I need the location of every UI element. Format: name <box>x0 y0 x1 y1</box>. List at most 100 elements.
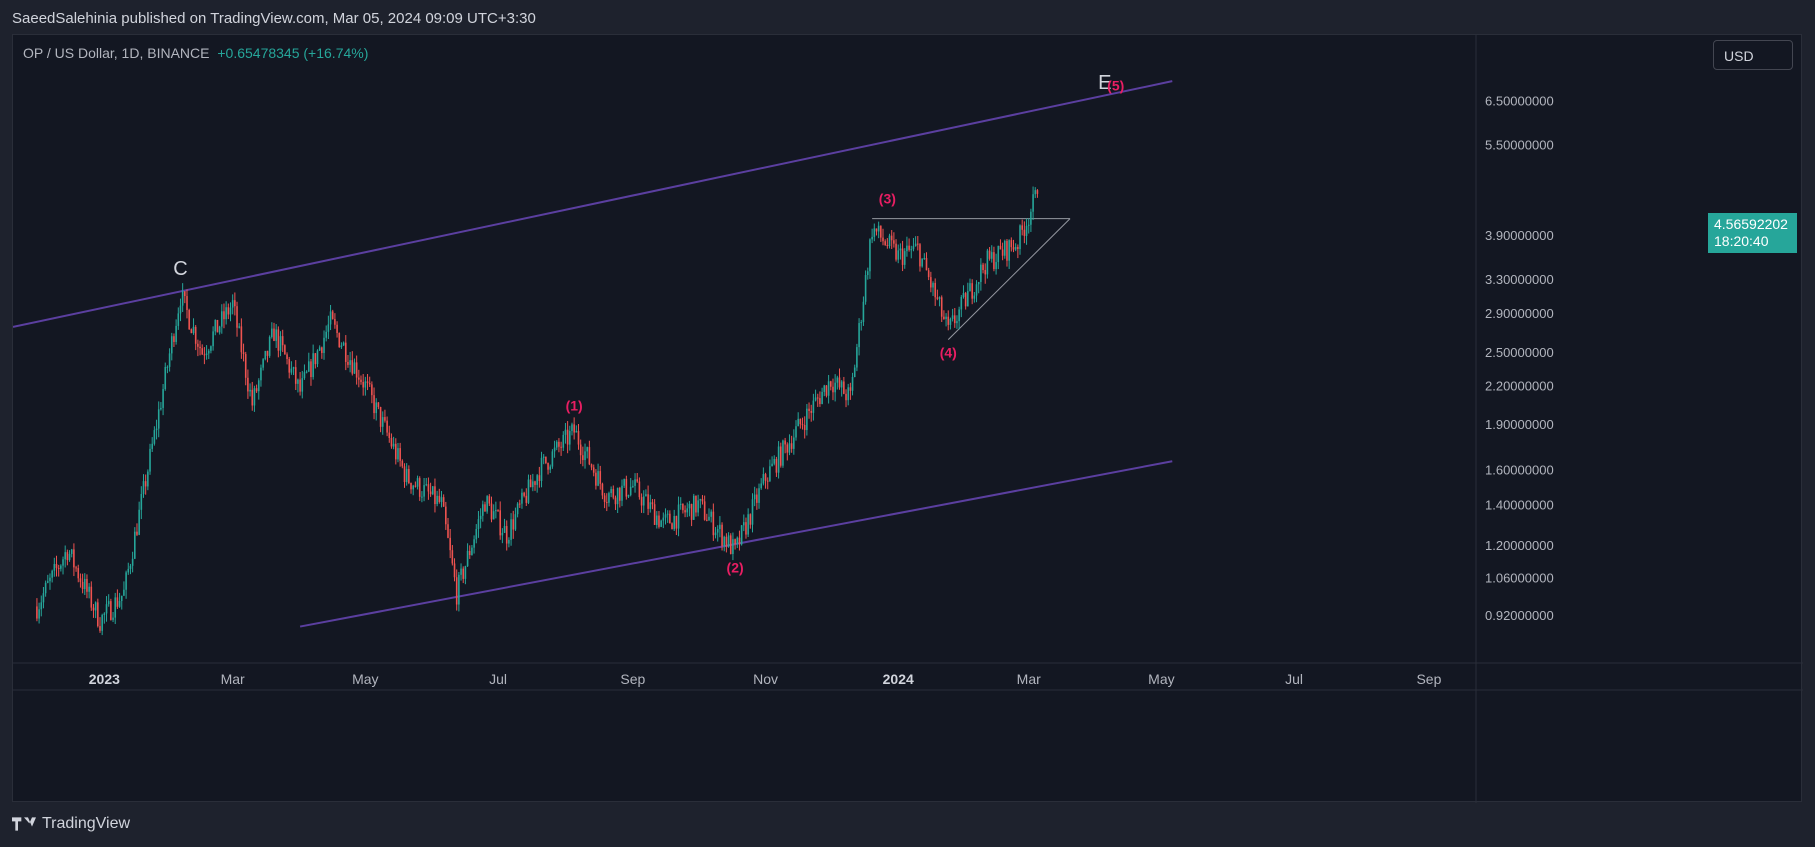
candle-body <box>529 479 532 488</box>
candle-body <box>260 367 262 381</box>
candle-body <box>1008 240 1010 261</box>
candle-body <box>906 245 908 252</box>
candle <box>79 573 82 588</box>
wave-annotations: C E (1) (2) (3) (4) (5) <box>173 72 1124 576</box>
candle-body <box>503 526 506 533</box>
candle <box>421 491 423 503</box>
candle-body <box>381 417 384 427</box>
candle-body <box>149 448 151 472</box>
candle-body <box>836 377 839 383</box>
chart-panel[interactable]: 0.92000000 1.06000000 1.20000000 1.40000000… <box>12 34 1803 803</box>
candle-body <box>153 430 156 444</box>
tradingview-footer[interactable]: TradingView <box>12 815 130 833</box>
candle-body <box>566 429 569 445</box>
candle-body <box>408 468 410 483</box>
candle <box>292 366 295 376</box>
candle <box>551 449 554 469</box>
candle <box>401 459 404 469</box>
candle <box>73 543 75 577</box>
candle-body <box>871 236 873 240</box>
candle-body <box>375 402 378 414</box>
candle-body <box>786 444 789 453</box>
candle <box>327 315 330 340</box>
candle-body <box>107 601 110 605</box>
candle <box>207 348 210 360</box>
candle <box>205 345 208 360</box>
price-chart[interactable]: 0.92000000 1.06000000 1.20000000 1.40000000… <box>13 35 1803 803</box>
candle-body <box>986 250 989 275</box>
candle-body <box>236 306 238 328</box>
candle <box>229 302 232 322</box>
candle-body <box>597 471 599 486</box>
candle <box>371 381 373 404</box>
candle-body <box>455 577 458 605</box>
candle <box>390 433 393 449</box>
candle-body <box>499 510 501 536</box>
currency-button[interactable]: USD <box>1713 40 1793 70</box>
candle-body <box>221 311 223 327</box>
candle <box>553 440 556 458</box>
candle-body <box>734 539 736 544</box>
bar-countdown: 18:20:40 <box>1714 233 1769 249</box>
candle-body <box>708 516 710 521</box>
candle <box>816 393 819 407</box>
candle <box>445 501 447 530</box>
candle-body <box>425 484 428 486</box>
candle-body <box>416 478 419 487</box>
candle <box>699 498 702 509</box>
last-price-tag: 4.56592202 18:20:40 <box>1708 213 1797 253</box>
candle <box>168 348 171 372</box>
candle <box>914 236 917 247</box>
candle-body <box>390 438 393 447</box>
candle-body <box>123 589 125 596</box>
candle <box>953 307 956 328</box>
candle <box>503 518 506 533</box>
candle <box>590 463 593 471</box>
tradingview-logo-icon <box>12 817 36 831</box>
candle <box>588 440 591 466</box>
candle-body <box>147 471 149 487</box>
candle-body <box>736 537 739 544</box>
candle <box>105 596 108 622</box>
candle-body <box>207 350 210 354</box>
candle <box>949 317 952 330</box>
candle <box>86 574 88 599</box>
candle-body <box>318 347 321 351</box>
candle <box>788 434 791 456</box>
candle-body <box>1006 240 1008 261</box>
candle-body <box>956 321 958 324</box>
candle <box>192 318 195 335</box>
candle-body <box>336 324 338 333</box>
candle-body <box>99 626 101 631</box>
candle <box>425 477 428 487</box>
candle <box>36 598 38 622</box>
time-axis: 2023 Mar May Jul Sep Nov 2024 Mar May Jul Sep <box>89 671 1442 687</box>
candle <box>281 329 284 353</box>
candle-body <box>608 493 610 503</box>
candle-body <box>753 494 756 500</box>
candle-body <box>501 532 504 536</box>
candle-body <box>351 360 354 374</box>
candle-body <box>518 503 521 505</box>
candle-body <box>743 522 745 526</box>
candle <box>545 456 547 465</box>
candle-body <box>329 311 332 325</box>
candle <box>129 563 132 575</box>
candle-body <box>721 524 723 546</box>
candle <box>236 301 238 337</box>
candle-body <box>358 377 360 380</box>
candle <box>157 401 160 438</box>
candle <box>451 545 454 566</box>
candle-body <box>764 474 767 481</box>
candle <box>81 573 84 594</box>
candle <box>803 416 806 439</box>
candle-body <box>814 397 817 401</box>
candle-body <box>81 581 84 590</box>
candle-body <box>64 552 66 560</box>
candle <box>275 324 277 348</box>
candle <box>473 535 475 554</box>
candle <box>806 404 808 436</box>
candle <box>186 289 188 319</box>
candle <box>919 243 921 272</box>
candle-body <box>399 448 401 461</box>
